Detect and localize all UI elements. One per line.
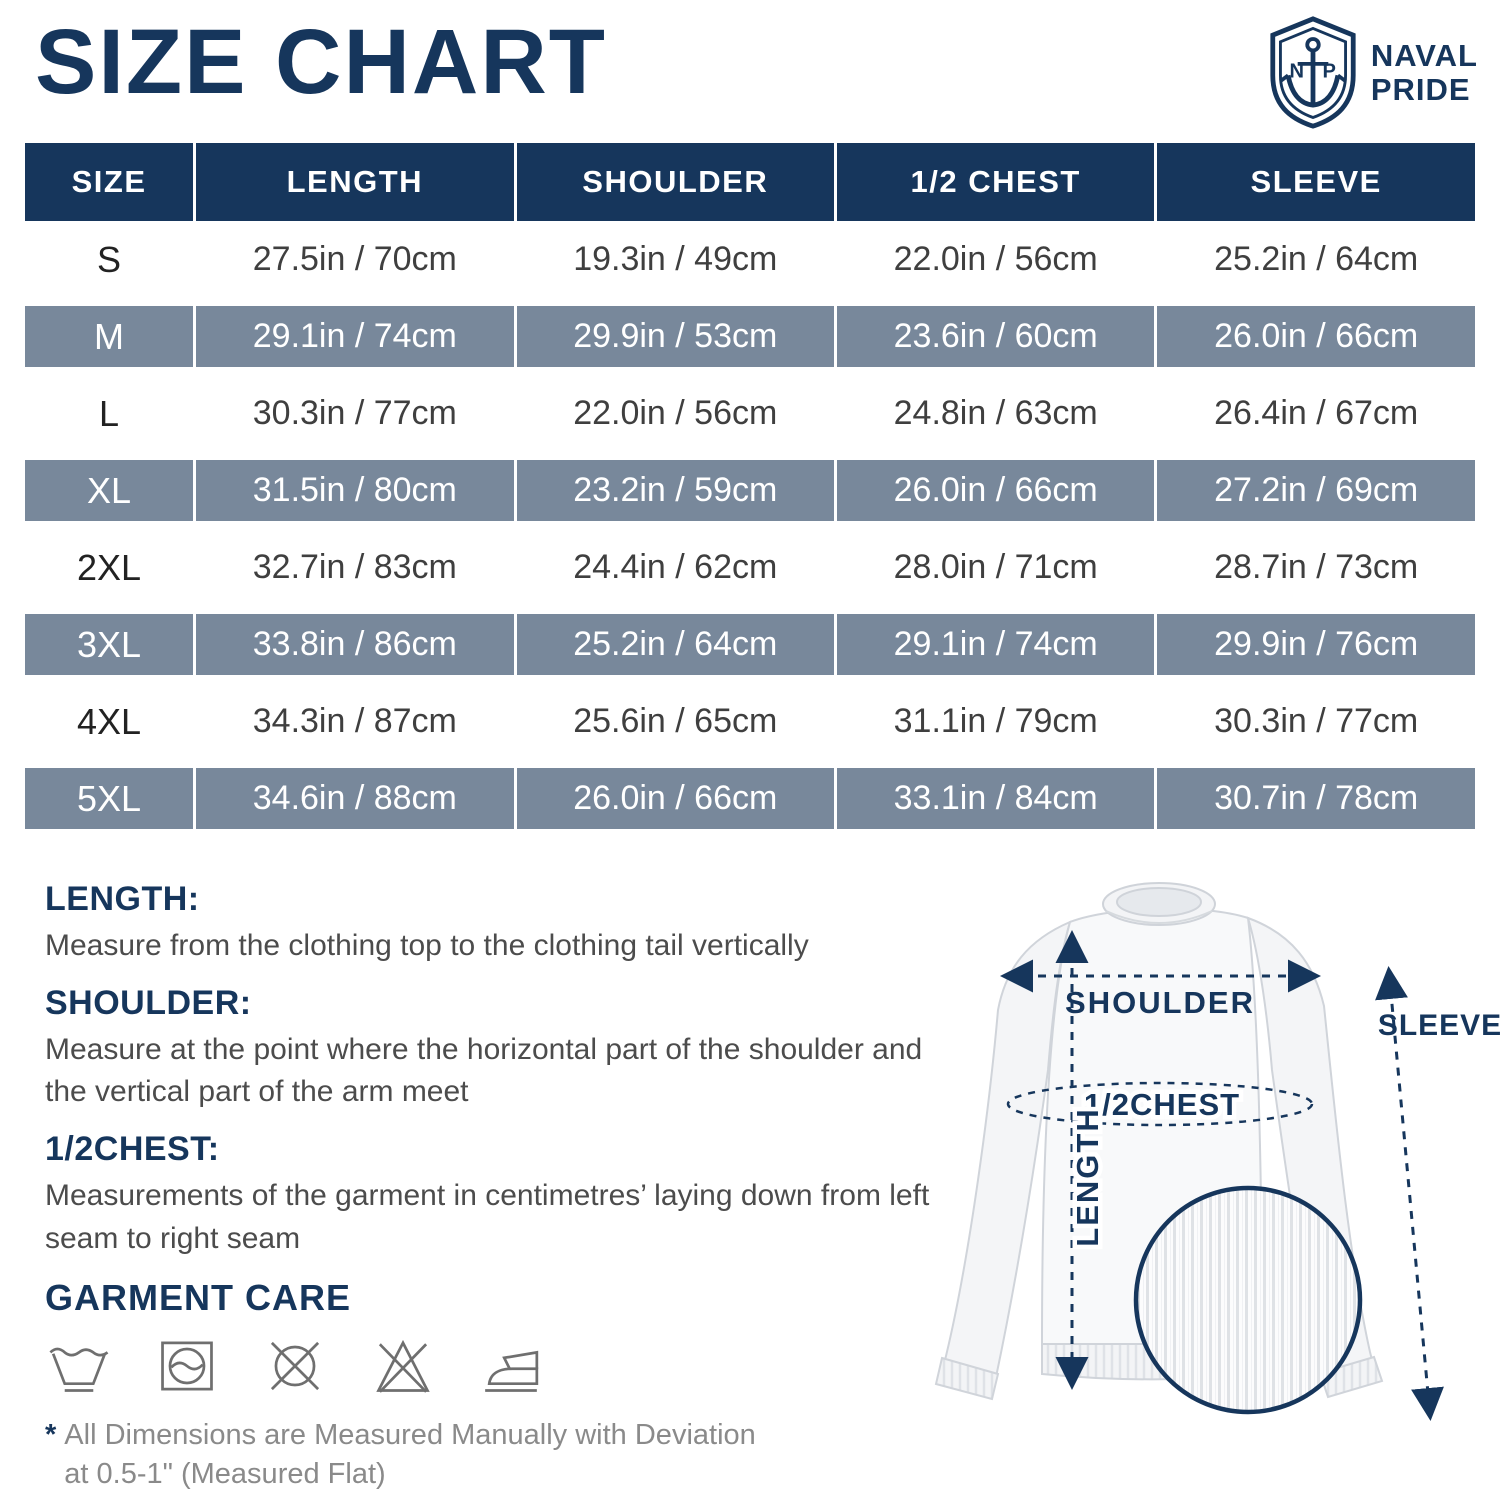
footnote-asterisk: * [45, 1418, 57, 1451]
table-row: 5XL 34.6in / 88cm 26.0in / 66cm 33.1in /… [25, 760, 1475, 837]
cell-half-chest: 29.1in / 74cm [837, 606, 1158, 683]
cell-sleeve: 30.7in / 78cm [1214, 779, 1419, 817]
cell-shoulder: 29.9in / 53cm [517, 298, 837, 375]
cell-length: 34.3in / 87cm [196, 683, 517, 760]
header-cell-size: SIZE [25, 143, 197, 221]
cell-sleeve: 26.0in / 66cm [1214, 317, 1419, 355]
brand-logo: N P NAVAL PRIDE [1265, 16, 1478, 129]
table-row: M 29.1in / 74cm 29.9in / 53cm 23.6in / 6… [25, 298, 1475, 375]
table-row: 4XL 34.3in / 87cm 25.6in / 65cm 31.1in /… [25, 683, 1475, 760]
size-table: SIZE LENGTH SHOULDER 1/2 CHEST SLEEVE S … [25, 143, 1475, 837]
table-header-row: SIZE LENGTH SHOULDER 1/2 CHEST SLEEVE [25, 143, 1475, 221]
page-title: SIZE CHART [35, 11, 607, 113]
tumble-dry-icon [161, 1341, 213, 1391]
header-cell-length: LENGTH [196, 143, 517, 221]
definition-shoulder-heading: SHOULDER: [45, 983, 252, 1022]
footnote: * All Dimensions are Measured Manually w… [45, 1416, 965, 1494]
cell-half-chest: 24.8in / 63cm [837, 375, 1158, 452]
table-row: XL 31.5in / 80cm 23.2in / 59cm 26.0in / … [25, 452, 1475, 529]
size-table-rows: S 27.5in / 70cm 19.3in / 49cm 22.0in / 5… [25, 221, 1475, 837]
shoulder-label: SHOULDER [1065, 985, 1255, 1020]
cell-size: 3XL [25, 606, 197, 683]
cell-length: 31.5in / 80cm [196, 452, 517, 529]
brand-name-line2: PRIDE [1370, 71, 1471, 107]
definition-half-chest-heading: 1/2CHEST: [45, 1129, 220, 1168]
cell-size: 5XL [25, 760, 197, 837]
cell-length: 30.3in / 77cm [196, 375, 517, 452]
cell-length: 29.1in / 74cm [196, 298, 517, 375]
cell-sleeve: 30.3in / 77cm [1214, 702, 1419, 740]
cell-shoulder: 23.2in / 59cm [517, 452, 837, 529]
cell-half-chest: 22.0in / 56cm [837, 221, 1158, 298]
care-icons-row [45, 1332, 965, 1400]
cell-length: 27.5in / 70cm [196, 221, 517, 298]
table-row: S 27.5in / 70cm 19.3in / 49cm 22.0in / 5… [25, 221, 1475, 298]
header-cell-half-chest: 1/2 CHEST [837, 143, 1158, 221]
hand-wash-icon [49, 1347, 109, 1392]
table-row: 3XL 33.8in / 86cm 25.2in / 64cm 29.1in /… [25, 606, 1475, 683]
cell-half-chest: 23.6in / 60cm [837, 298, 1158, 375]
header-cell-sleeve: SLEEVE [1250, 164, 1382, 199]
anchor-shield-icon: N P [1270, 16, 1356, 129]
definition-half-chest-text: Measurements of the garment in centimetr… [45, 1179, 930, 1255]
cell-sleeve: 28.7in / 73cm [1214, 548, 1419, 586]
chest-ellipse [1006, 1081, 1314, 1127]
definition-shoulder-text: Measure at the point where the horizonta… [45, 1032, 923, 1109]
definition-length-text: Measure from the clothing top to the clo… [45, 929, 809, 963]
garment-care-heading: GARMENT CARE [45, 1277, 351, 1319]
svg-text:N: N [1289, 60, 1304, 82]
cell-shoulder: 22.0in / 56cm [517, 375, 837, 452]
cell-size: XL [25, 452, 197, 529]
definitions-section: LENGTH: Measure from the clothing top to… [45, 880, 965, 1494]
cell-length: 34.6in / 88cm [196, 760, 517, 837]
length-label: LENGTH [1070, 1107, 1105, 1246]
cell-length: 32.7in / 83cm [196, 529, 517, 606]
half-chest-label: 1/2CHEST [1084, 1087, 1240, 1122]
cell-half-chest: 31.1in / 79cm [837, 683, 1158, 760]
do-not-dry-clean-icon [270, 1341, 320, 1390]
table-row: 2XL 32.7in / 83cm 24.4in / 62cm 28.0in /… [25, 529, 1475, 606]
sweater-diagram: SHOULDER 1/2CHEST LENGTH SLEEVE [934, 882, 1500, 1421]
sleeve-label: SLEEVE [1378, 1009, 1500, 1042]
cell-shoulder: 26.0in / 66cm [517, 760, 837, 837]
header-cell-shoulder: SHOULDER [517, 143, 837, 221]
cell-shoulder: 24.4in / 62cm [517, 529, 837, 606]
cell-shoulder: 25.2in / 64cm [517, 606, 837, 683]
cell-half-chest: 28.0in / 71cm [837, 529, 1158, 606]
cell-size: 4XL [25, 683, 197, 760]
cell-length: 33.8in / 86cm [196, 606, 517, 683]
cell-size: L [25, 375, 197, 452]
cell-half-chest: 33.1in / 84cm [837, 760, 1158, 837]
cell-sleeve: 27.2in / 69cm [1214, 471, 1419, 509]
cell-shoulder: 25.6in / 65cm [517, 683, 837, 760]
cell-sleeve: 29.9in / 76cm [1214, 625, 1419, 663]
sleeve-arrow [1375, 966, 1444, 1421]
cell-size: S [25, 221, 197, 298]
cell-half-chest: 26.0in / 66cm [837, 452, 1158, 529]
fabric-detail-circle [1133, 1185, 1363, 1415]
cell-size: M [25, 298, 197, 375]
iron-icon [485, 1350, 539, 1392]
do-not-bleach-icon [376, 1339, 430, 1393]
brand-name: NAVAL PRIDE [1371, 39, 1478, 106]
definition-length-heading: LENGTH: [45, 880, 200, 918]
cell-sleeve: 26.4in / 67cm [1214, 394, 1419, 432]
svg-text:P: P [1322, 60, 1335, 82]
table-row: L 30.3in / 77cm 22.0in / 56cm 24.8in / 6… [25, 375, 1475, 452]
cell-sleeve: 25.2in / 64cm [1214, 240, 1419, 278]
footnote-text: All Dimensions are Measured Manually wit… [64, 1418, 756, 1490]
cell-size: 2XL [25, 529, 197, 606]
brand-name-line1: NAVAL [1370, 38, 1478, 74]
cell-shoulder: 19.3in / 49cm [517, 221, 837, 298]
